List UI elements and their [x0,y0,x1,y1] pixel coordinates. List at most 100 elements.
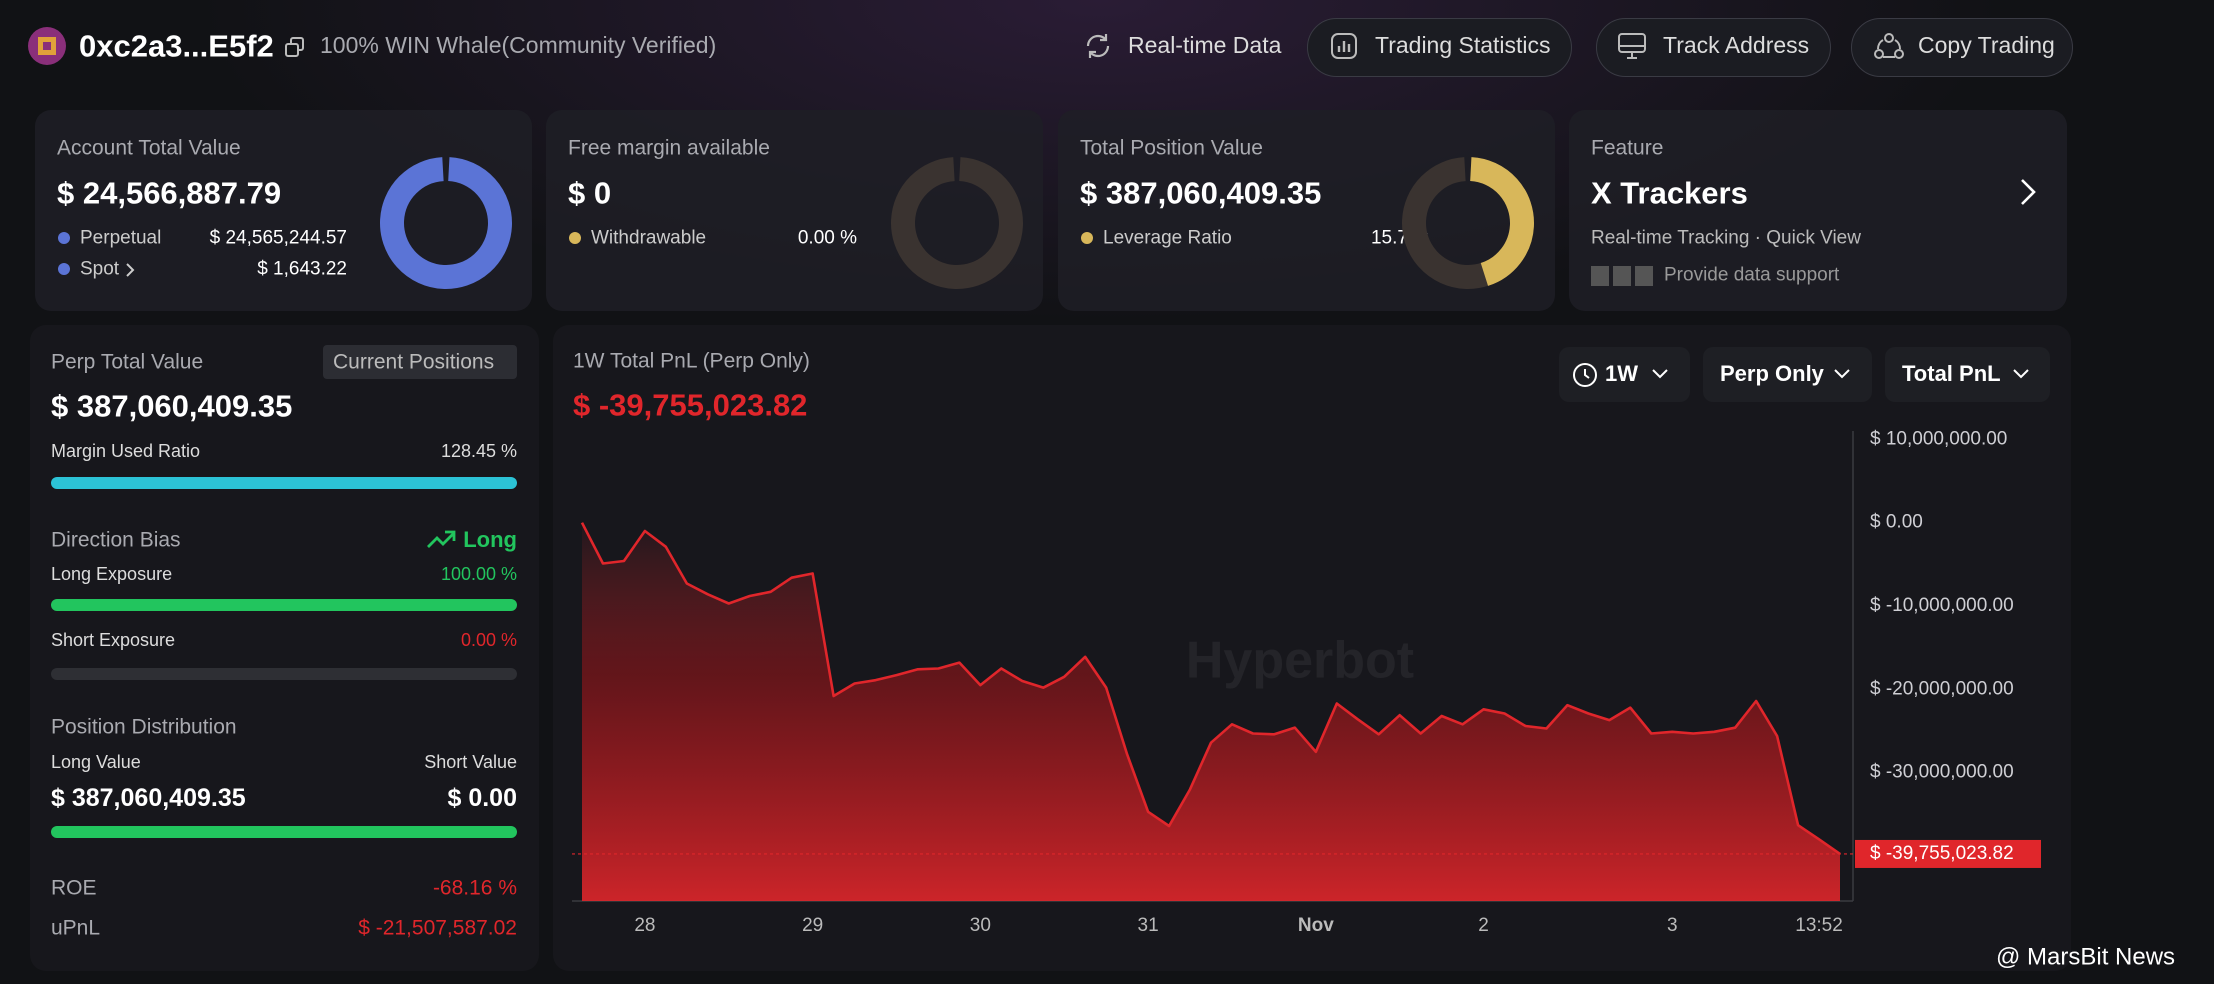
row-label[interactable]: Spot [80,258,120,280]
positions-panel: Perp Total Value Current Positions $ 387… [30,325,539,971]
legend-dot [58,232,70,244]
value: 128.45 % [440,441,517,462]
nav-track[interactable]: Track Address [1663,32,1810,59]
logo [1591,266,1653,286]
feature-name: X Trackers [1591,175,1748,211]
filter-label[interactable]: Perp Only [1720,360,1824,386]
short-bar [51,668,517,680]
card-title: Account Total Value [57,136,241,160]
y-tick-label: $ -30,000,000.00 [1870,762,2014,783]
x-tick-label: 30 [970,915,991,936]
tab-button[interactable] [323,345,517,379]
long-bar [51,599,517,611]
label: ROE [51,876,97,900]
label: uPnL [51,916,101,940]
label: Short Value [424,752,517,773]
margin-bar [51,477,517,489]
perp-value: $ 387,060,409.35 [51,388,293,424]
copy-trade-icon [1874,33,1904,59]
label: Position Distribution [51,715,237,739]
caret [1834,369,1850,379]
feature-card[interactable]: Feature X Trackers Real-time Tracking · … [1569,110,2067,311]
refresh-icon [1086,34,1110,58]
x-tick-label: 3 [1667,915,1678,936]
label: Long Value [51,752,141,773]
card-value: $ 24,566,887.79 [57,175,282,211]
filter-label[interactable]: Total PnL [1902,360,2001,386]
value: -68.16 % [432,876,517,900]
card-value: $ 387,060,409.35 [1080,175,1322,211]
copy-icon[interactable] [284,36,306,58]
value: 100.00 % [440,564,517,585]
y-tick-label: $ 10,000,000.00 [1870,428,2007,449]
watermark: Hyperbot [1186,632,1414,690]
trend-icon [427,530,456,548]
x-tick-label: 31 [1138,915,1159,936]
x-tick-label: 28 [634,915,655,936]
pnl-value: $ -39,755,023.82 [573,387,808,423]
pnl-title: 1W Total PnL (Perp Only) [573,349,810,373]
card-title: Total Position Value [1080,136,1263,160]
card-title: Feature [1591,136,1664,160]
nav-copy[interactable]: Copy Trading [1918,32,2055,59]
label: Direction Bias [51,528,181,552]
card-value: $ 0 [568,175,612,211]
support-text: Provide data support [1664,264,1840,286]
distribution-bar [51,826,517,838]
y-tick-label: $ -10,000,000.00 [1870,595,2014,616]
x-tick-label: 13:52 [1795,915,1843,936]
nav-button[interactable] [1851,18,2073,77]
caret [1652,369,1668,379]
stats-icon [1331,33,1357,59]
nav-stats[interactable]: Trading Statistics [1375,32,1551,59]
value: 0.00 % [460,630,517,651]
label: Margin Used Ratio [51,441,201,462]
address: 0xc2a3...E5f2 [79,28,274,64]
value: $ -21,507,587.02 [358,916,517,940]
legend-dot [58,263,70,275]
legend-dot [569,232,581,244]
account-card: Account Total Value $ 24,566,887.79 Perp… [35,110,532,311]
chevron [126,263,135,277]
nav-button[interactable] [1307,18,1572,77]
clock-icon [1573,363,1597,387]
donut [1402,157,1534,289]
donut [891,157,1023,289]
short-amount: $ 0.00 [447,784,517,812]
donut [380,157,512,289]
position-card: Total Position Value $ 387,060,409.35 Le… [1058,110,1555,311]
card-title: Free margin available [568,136,770,160]
tab-label[interactable]: Current Positions [333,350,495,374]
y-tick-label: $ 0.00 [1870,512,1923,533]
label: Long Exposure [51,564,173,585]
arrow[interactable] [2018,177,2038,207]
x-tick-label: Nov [1298,915,1334,936]
margin-card: Free margin available $ 0 Withdrawable 0… [546,110,1043,311]
x-tick-label: 2 [1478,915,1489,936]
panel-title: Perp Total Value [51,350,204,374]
last-value-tag [1855,839,2041,868]
y-tick-label: $ -20,000,000.00 [1870,678,2014,699]
whale-tag: 100% WIN Whale(Community Verified) [320,32,717,59]
avatar [28,27,66,65]
row-label: Perpetual [80,227,162,249]
caret [2013,369,2029,379]
last-value-label: $ -39,755,023.82 [1870,843,2014,864]
row-label: Withdrawable [591,227,707,249]
row-value: $ 24,565,244.57 [209,227,347,249]
filter-label[interactable]: 1W [1605,360,1638,386]
legend-dot [1081,232,1093,244]
long-amount: $ 387,060,409.35 [51,784,246,812]
nav-realtime[interactable]: Real-time Data [1128,32,1282,59]
row-label: Leverage Ratio [1103,227,1232,249]
feature-subtitle: Real-time Tracking · Quick View [1591,227,1861,249]
label: Short Exposure [51,630,176,651]
footer-watermark: @ MarsBit News [1996,943,2176,971]
row-value: 0.00 % [797,227,857,249]
filter-button[interactable] [1559,347,1690,402]
nav-button[interactable] [1596,18,1831,77]
area [582,522,1840,901]
monitor-icon [1618,33,1646,59]
